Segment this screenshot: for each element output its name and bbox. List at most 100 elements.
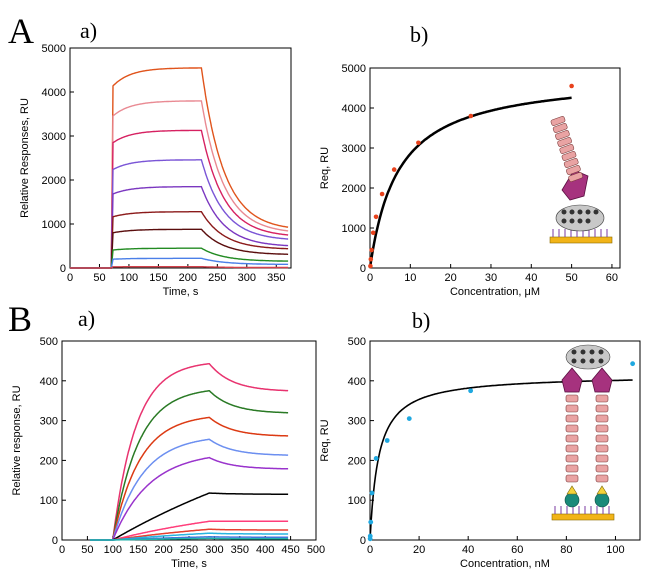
sensor-surface bbox=[549, 236, 613, 244]
A-b-data-point-9 bbox=[468, 113, 474, 119]
analyte-coil-segment bbox=[566, 165, 581, 175]
A-a-y-tick-label: 5000 bbox=[42, 43, 66, 55]
analyte-coil-segment bbox=[557, 137, 572, 147]
B-b-y-tick-label: 500 bbox=[348, 336, 366, 348]
B-b-data-point-7 bbox=[406, 416, 412, 422]
A-b-fit-curve bbox=[368, 96, 572, 269]
B-a-x-tick-label: 200 bbox=[154, 544, 172, 556]
ligand-blob bbox=[580, 349, 586, 355]
ligand-blob bbox=[571, 358, 577, 364]
A-b-y-tick-label: 1000 bbox=[342, 223, 366, 235]
immobilized-ligand-cluster bbox=[555, 204, 605, 232]
B-a-x-tick-label: 150 bbox=[129, 544, 147, 556]
subpanel-label-A-a: a) bbox=[80, 18, 98, 43]
ligand-blob bbox=[577, 209, 583, 215]
B-b-y-tick-label: 100 bbox=[348, 495, 366, 507]
analyte-coil-segment bbox=[595, 454, 609, 463]
B-b-x-tick-label: 100 bbox=[606, 544, 624, 556]
analyte-coil-segment bbox=[555, 130, 570, 140]
A-a-series-2 bbox=[70, 100, 289, 269]
B-b-data-point-3 bbox=[368, 519, 374, 525]
B-a-x-tick-label: 350 bbox=[231, 544, 249, 556]
analyte-coil-segment bbox=[595, 434, 609, 443]
B-a-y-tick-label: 400 bbox=[40, 376, 58, 388]
analyte-coil-segment bbox=[595, 424, 609, 433]
analyte-coil-segment bbox=[595, 474, 609, 483]
ligand-blob bbox=[580, 358, 586, 364]
B-a-x-tick-label: 100 bbox=[104, 544, 122, 556]
ligand-blob bbox=[569, 209, 575, 215]
subpanel-label-A-b: b) bbox=[410, 22, 429, 47]
B-b-schematic-illustration bbox=[551, 344, 615, 521]
analyte-coil-segment bbox=[561, 151, 577, 161]
A-a-plot-frame bbox=[69, 47, 292, 269]
ligand-blob bbox=[589, 358, 595, 364]
B-b-data-point-2 bbox=[367, 533, 373, 539]
A-b-x-tick-label: 10 bbox=[404, 272, 416, 284]
B-a-x-tick-label: 0 bbox=[59, 544, 65, 556]
B-b-y-axis-label: Req, RU bbox=[319, 419, 331, 461]
A-b-data-point-8 bbox=[416, 140, 421, 146]
A-a-x-tick-label: 100 bbox=[120, 272, 138, 284]
tag-domain bbox=[596, 485, 608, 495]
B-a-x-tick-label: 300 bbox=[205, 544, 223, 556]
A-a-x-tick-label: 250 bbox=[208, 272, 226, 284]
analyte-coil-segment bbox=[568, 172, 583, 182]
B-a-x-tick-label: 500 bbox=[307, 544, 325, 556]
A-b-y-tick-label: 4000 bbox=[342, 103, 366, 115]
B-b-y-tick-label: 300 bbox=[348, 416, 366, 428]
B-a-x-tick-label: 250 bbox=[180, 544, 198, 556]
B-a-series-3 bbox=[89, 416, 289, 541]
A-b-y-axis-label: Req, RU bbox=[319, 147, 331, 189]
analyte-coil-segment bbox=[565, 394, 579, 403]
ligand-blob bbox=[593, 209, 599, 215]
A-b-axes: 0 10 20 30 40 50 60 0 1000 2000 3000 4000 5000 Concen… bbox=[319, 63, 621, 298]
B-a-series-4 bbox=[89, 438, 289, 541]
B-a-series-group bbox=[89, 362, 289, 541]
ligand-blob bbox=[577, 218, 583, 224]
A-b-x-axis-label: Concentration, μM bbox=[450, 286, 540, 298]
A-a-y-tick-label: 3000 bbox=[42, 131, 66, 143]
A-a-x-tick-label: 150 bbox=[149, 272, 167, 284]
A-b-x-tick-label: 60 bbox=[606, 272, 618, 284]
A-b-x-tick-label: 40 bbox=[525, 272, 537, 284]
analyte-coil-segment bbox=[565, 444, 579, 453]
bound-ligand-cluster bbox=[565, 344, 611, 370]
tag-domain bbox=[566, 485, 578, 495]
B-a-axes: 0 50 100 150 200 250 300 350 400 450 500 0 100 200 300… bbox=[11, 336, 325, 570]
B-a-series-7 bbox=[89, 520, 289, 541]
B-a-y-tick-label: 0 bbox=[52, 535, 58, 547]
B-a-series-2 bbox=[89, 390, 289, 541]
B-b-x-axis-label: Concentration, nM bbox=[460, 558, 550, 570]
ligand-blob bbox=[571, 349, 577, 355]
A-a-x-tick-label: 50 bbox=[93, 272, 105, 284]
B-b-x-tick-label: 40 bbox=[462, 544, 474, 556]
capture-antibody bbox=[594, 492, 610, 508]
B-a-x-axis-label: Time, s bbox=[171, 558, 207, 570]
A-b-y-tick-label: 5000 bbox=[342, 63, 366, 75]
B-b-data-point-4 bbox=[369, 490, 375, 496]
analyte-coil-segment bbox=[595, 404, 609, 413]
B-a-series-6 bbox=[89, 492, 289, 541]
B-b-plot-frame bbox=[369, 340, 641, 541]
A-a-x-tick-label: 0 bbox=[67, 272, 73, 284]
analyte-coil-segment bbox=[563, 158, 579, 168]
A-a-x-tick-label: 350 bbox=[267, 272, 285, 284]
A-a-series-1 bbox=[70, 67, 289, 269]
analyte-coil-segment bbox=[595, 394, 609, 403]
analyte-coil-segment bbox=[595, 464, 609, 473]
ligand-blob bbox=[561, 218, 567, 224]
A-b-plot-frame bbox=[369, 67, 621, 269]
B-a-y-tick-label: 200 bbox=[40, 455, 58, 467]
A-a-x-tick-label: 200 bbox=[179, 272, 197, 284]
sensor-surface bbox=[551, 513, 615, 521]
B-b-x-tick-label: 20 bbox=[413, 544, 425, 556]
analyte-coil-segment bbox=[565, 414, 579, 423]
ligand-blob bbox=[598, 349, 604, 355]
B-b-y-tick-label: 200 bbox=[348, 455, 366, 467]
B-a-y-tick-label: 500 bbox=[40, 336, 58, 348]
capture-antibody bbox=[564, 492, 580, 508]
A-b-data-point-5 bbox=[373, 214, 379, 220]
panel-label-B: B bbox=[8, 299, 33, 339]
ligand-blob bbox=[561, 209, 567, 215]
